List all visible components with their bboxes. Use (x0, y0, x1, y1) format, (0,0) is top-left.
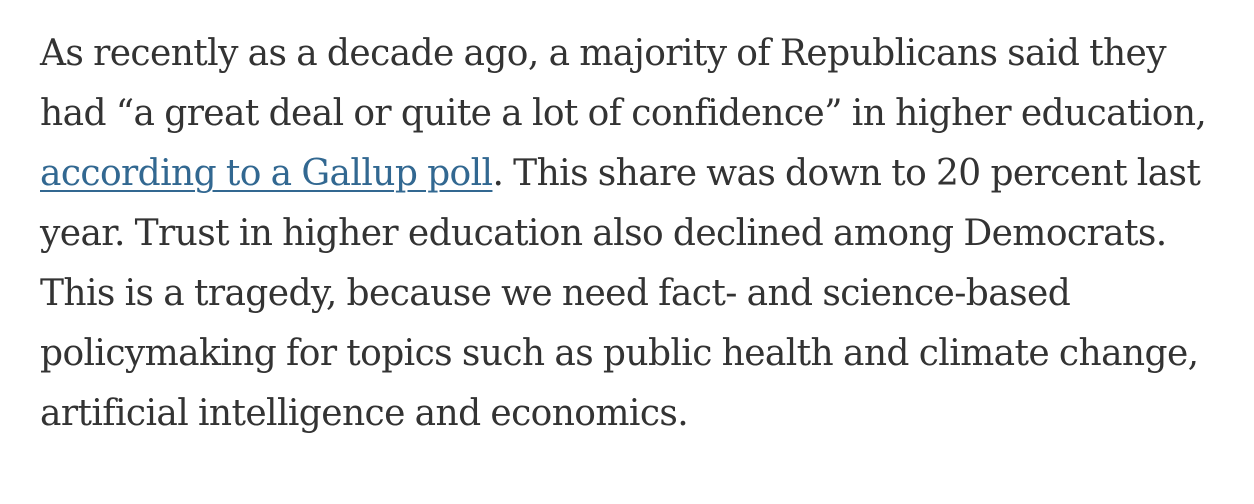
paragraph-line-6: policymaking for topics such as public h… (40, 333, 1199, 374)
paragraph-line-3-text: . This share was down to 20 percent last (492, 153, 1201, 194)
paragraph-line-3: according to a Gallup poll. This share w… (40, 144, 1220, 204)
article-paragraph: As recently as a decade ago, a majority … (40, 24, 1220, 444)
gallup-poll-link[interactable]: according to a Gallup poll (40, 153, 493, 194)
paragraph-line-7: artificial intelligence and economics. (40, 393, 689, 434)
paragraph-line-2: had “a great deal or quite a lot of conf… (40, 93, 1207, 134)
paragraph-line-1: As recently as a decade ago, a majority … (40, 33, 1167, 74)
paragraph-line-5: This is a tragedy, because we need fact-… (40, 273, 1071, 314)
paragraph-line-4: year. Trust in higher education also dec… (40, 213, 1167, 254)
